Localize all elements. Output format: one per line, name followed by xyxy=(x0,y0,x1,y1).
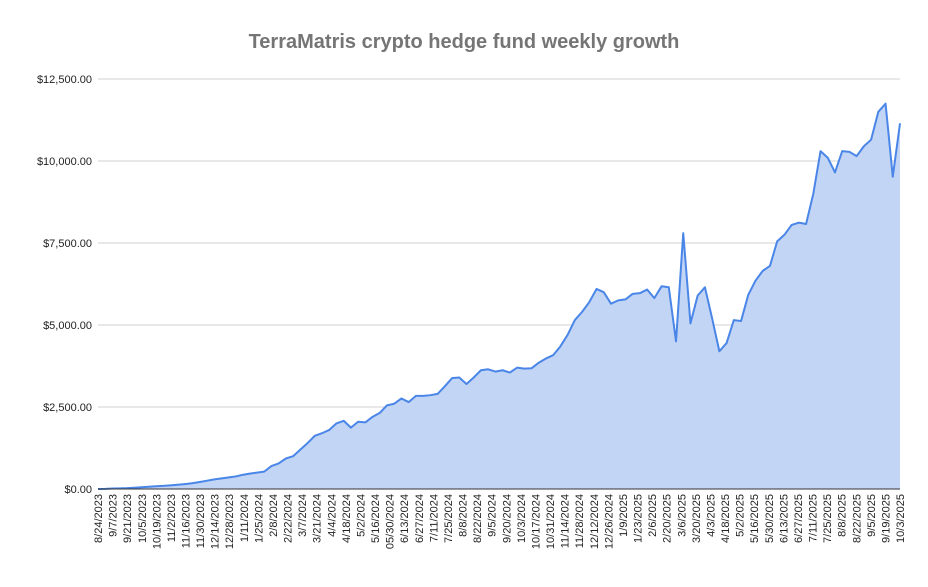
x-tick-label: 5/2/2025 xyxy=(735,494,747,537)
y-axis-ticks: $0.00 $2,500.00 $5,000.00 $7,500.00 $10,000.… xyxy=(37,74,92,496)
x-tick-label: 6/27/2025 xyxy=(793,494,805,543)
x-tick-label: 1/11/2024 xyxy=(239,494,251,542)
x-tick-label: 7/25/2024 xyxy=(443,494,455,543)
x-tick-label: 8/22/2025 xyxy=(851,494,863,543)
x-tick-label: 9/20/2024 xyxy=(501,494,513,543)
x-tick-label: 10/3/2025 xyxy=(895,494,907,543)
x-tick-label: 2/6/2025 xyxy=(647,494,659,537)
x-tick-label: 05/30/2024 xyxy=(385,494,397,549)
x-tick-label: 2/20/2025 xyxy=(662,494,674,543)
x-tick-label: 1/9/2025 xyxy=(618,494,630,537)
x-tick-label: 10/3/2024 xyxy=(516,494,528,543)
x-tick-label: 7/11/2024 xyxy=(428,494,440,542)
x-tick-label: 8/8/2025 xyxy=(837,494,849,537)
x-tick-label: 8/22/2024 xyxy=(472,494,484,543)
x-tick-label: 5/16/2025 xyxy=(749,494,761,543)
series-line xyxy=(97,102,901,490)
chart-title: TerraMatris crypto hedge fund weekly gro… xyxy=(249,31,680,53)
x-tick-label: 5/30/2025 xyxy=(764,494,776,543)
x-tick-label: 1/23/2025 xyxy=(633,494,645,543)
y-tick-label: $2,500.00 xyxy=(43,402,92,414)
x-tick-label: 9/19/2025 xyxy=(880,494,892,543)
y-tick-label: $7,500.00 xyxy=(43,238,92,250)
x-tick-label: 10/5/2023 xyxy=(137,494,149,543)
x-tick-label: 11/14/2024 xyxy=(560,494,572,548)
x-tick-label: 4/18/2025 xyxy=(720,494,732,543)
x-axis-ticks: 8/24/2023 9/7/2023 9/21/2023 10/5/2023 10/19… xyxy=(93,494,907,549)
x-tick-label: 1/25/2024 xyxy=(253,494,265,543)
x-tick-label: 10/31/2024 xyxy=(545,494,557,549)
y-tick-label: $5,000.00 xyxy=(43,320,92,332)
x-tick-label: 4/18/2024 xyxy=(341,494,353,543)
x-tick-label: 3/20/2025 xyxy=(691,494,703,543)
x-tick-label: 6/27/2024 xyxy=(414,494,426,543)
x-tick-label: 12/14/2023 xyxy=(210,494,222,549)
y-tick-label: $0.00 xyxy=(64,484,92,496)
x-tick-label: 2/8/2024 xyxy=(268,494,280,537)
x-tick-label: 4/4/2024 xyxy=(326,494,338,537)
x-tick-label: 3/21/2024 xyxy=(312,494,324,543)
area-fill xyxy=(98,103,900,489)
y-tick-label: $12,500.00 xyxy=(37,74,92,86)
x-tick-label: 7/11/2025 xyxy=(808,494,820,542)
x-tick-label: 10/17/2024 xyxy=(530,494,542,549)
x-tick-label: 9/21/2023 xyxy=(122,494,134,543)
x-tick-label: 5/16/2024 xyxy=(370,494,382,543)
x-tick-label: 11/2/2023 xyxy=(166,494,178,542)
x-tick-label: 4/3/2025 xyxy=(705,494,717,537)
x-tick-label: 6/13/2025 xyxy=(778,494,790,543)
x-tick-label: 9/7/2023 xyxy=(108,494,120,537)
x-tick-label: 11/30/2023 xyxy=(195,494,207,548)
x-tick-label: 3/7/2024 xyxy=(297,494,309,537)
x-tick-label: 8/24/2023 xyxy=(93,494,105,543)
x-tick-label: 12/12/2024 xyxy=(589,494,601,549)
x-tick-label: 6/13/2024 xyxy=(399,494,411,543)
x-tick-label: 2/22/2024 xyxy=(283,494,295,543)
x-tick-label: 11/28/2024 xyxy=(574,494,586,548)
x-tick-label: 7/25/2025 xyxy=(822,494,834,543)
x-tick-label: 9/5/2025 xyxy=(866,494,878,537)
y-tick-label: $10,000.00 xyxy=(37,156,92,168)
x-tick-label: 5/2/2024 xyxy=(355,494,367,537)
x-tick-label: 11/16/2023 xyxy=(180,494,192,548)
x-tick-label: 10/19/2023 xyxy=(151,494,163,549)
x-tick-label: 3/6/2025 xyxy=(676,494,688,537)
x-tick-label: 9/5/2024 xyxy=(487,494,499,537)
x-tick-label: 8/8/2024 xyxy=(458,494,470,537)
x-tick-label: 12/28/2023 xyxy=(224,494,236,549)
series-area xyxy=(97,102,901,490)
x-tick-label: 12/26/2024 xyxy=(603,494,615,549)
